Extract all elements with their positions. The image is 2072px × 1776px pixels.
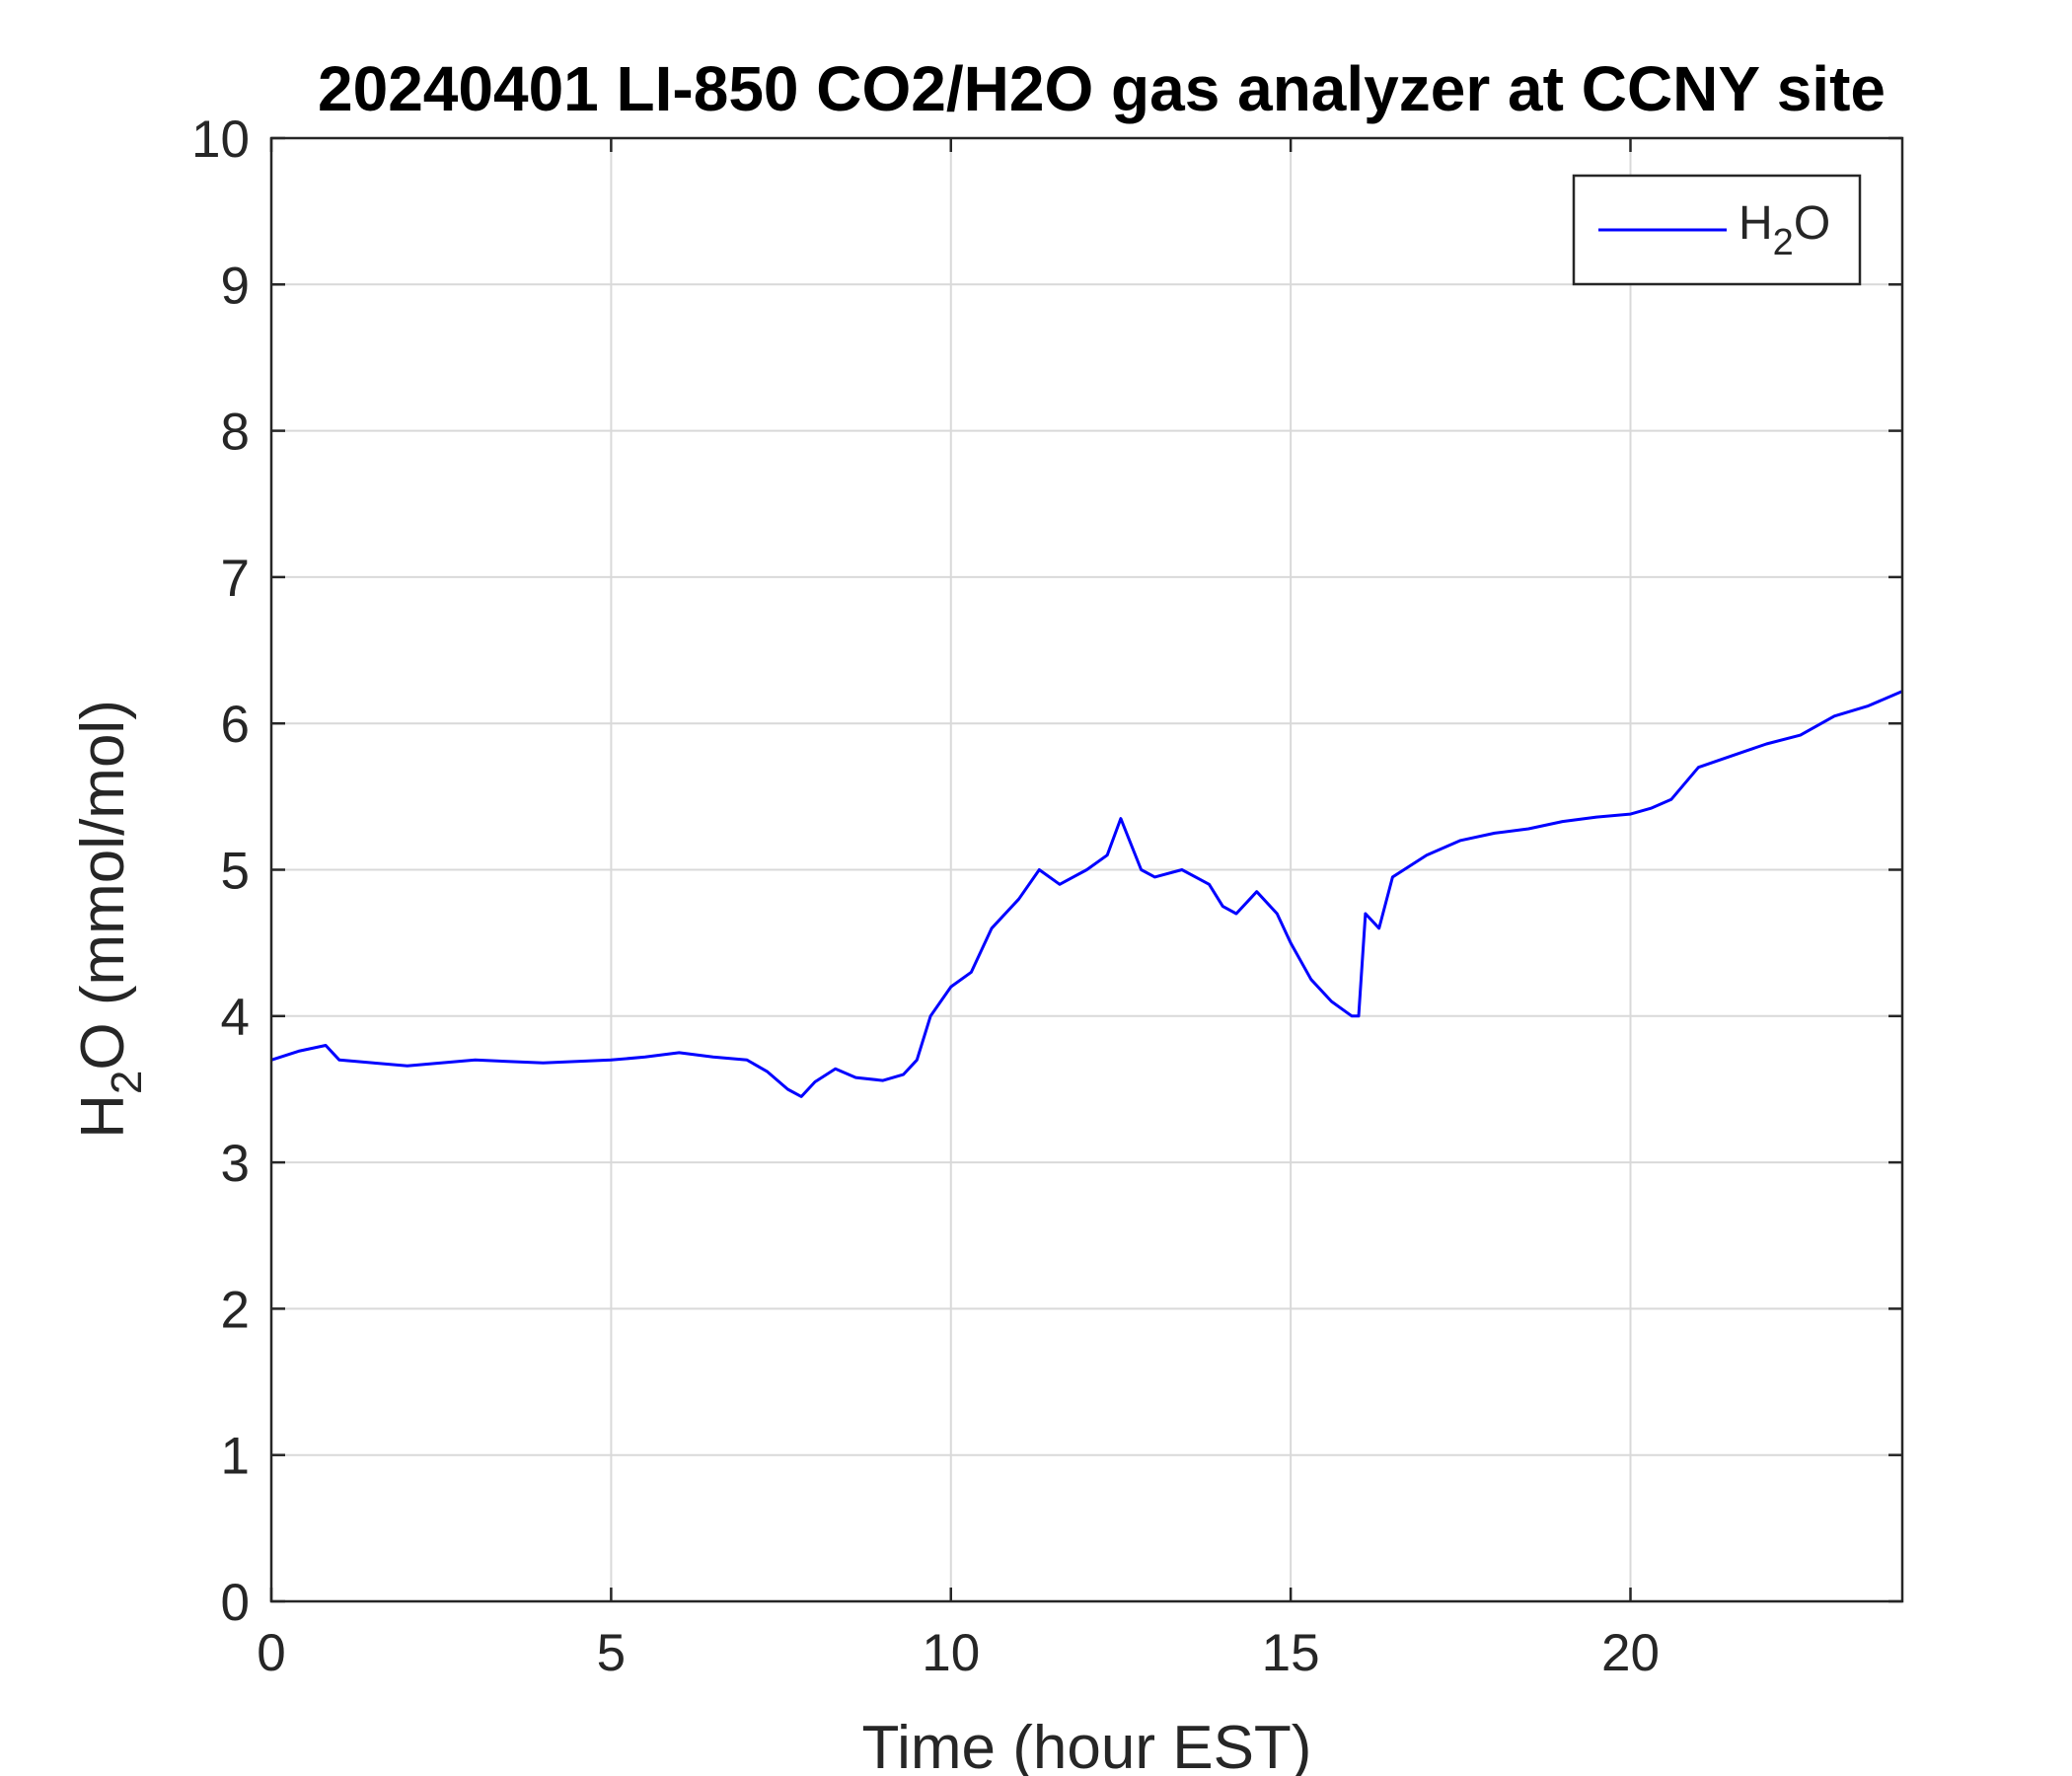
y-tick-label: 2 [221,1281,250,1339]
legend-label-rest: O [1794,197,1830,250]
x-tick-label: 20 [1601,1624,1660,1682]
y-axis-label-rest: O (mmol/mol) [69,700,137,1070]
x-tick-label: 10 [922,1624,980,1682]
y-tick-label: 3 [221,1135,250,1193]
y-tick-label: 0 [221,1574,250,1632]
x-tick-label: 15 [1262,1624,1320,1682]
y-tick-label: 10 [191,111,250,169]
legend-label: H2O [1739,197,1830,263]
series-layer [270,690,1903,1098]
y-tick-label: 4 [221,989,250,1047]
legend: H2O [1572,174,1862,286]
y-tick-label: 8 [221,404,250,462]
y-tick-label: 1 [221,1428,250,1486]
legend-label-subscript: 2 [1773,222,1794,263]
y-tick-label: 7 [221,550,250,608]
y-tick-label: 9 [221,257,250,315]
y-axis-label: H2O (mmol/mol) [69,700,151,1139]
y-tick-label: 6 [221,696,250,754]
y-axis-label-subscript: 2 [103,1071,151,1094]
series-line [270,690,1903,1098]
y-tick-label: 5 [221,843,250,901]
axis-ticks: 0 5 10 15 20 0 1 2 3 4 5 6 7 8 9 10 [191,111,1902,1682]
chart-title: 20240401 LI-850 CO2/H2O gas analyzer at … [318,53,1886,124]
y-axis-label-base: H [69,1094,137,1139]
x-tick-label: 5 [597,1624,626,1682]
x-axis-label: Time (hour EST) [862,1714,1312,1776]
legend-label-base: H [1739,197,1773,250]
x-tick-label: 0 [257,1624,285,1682]
